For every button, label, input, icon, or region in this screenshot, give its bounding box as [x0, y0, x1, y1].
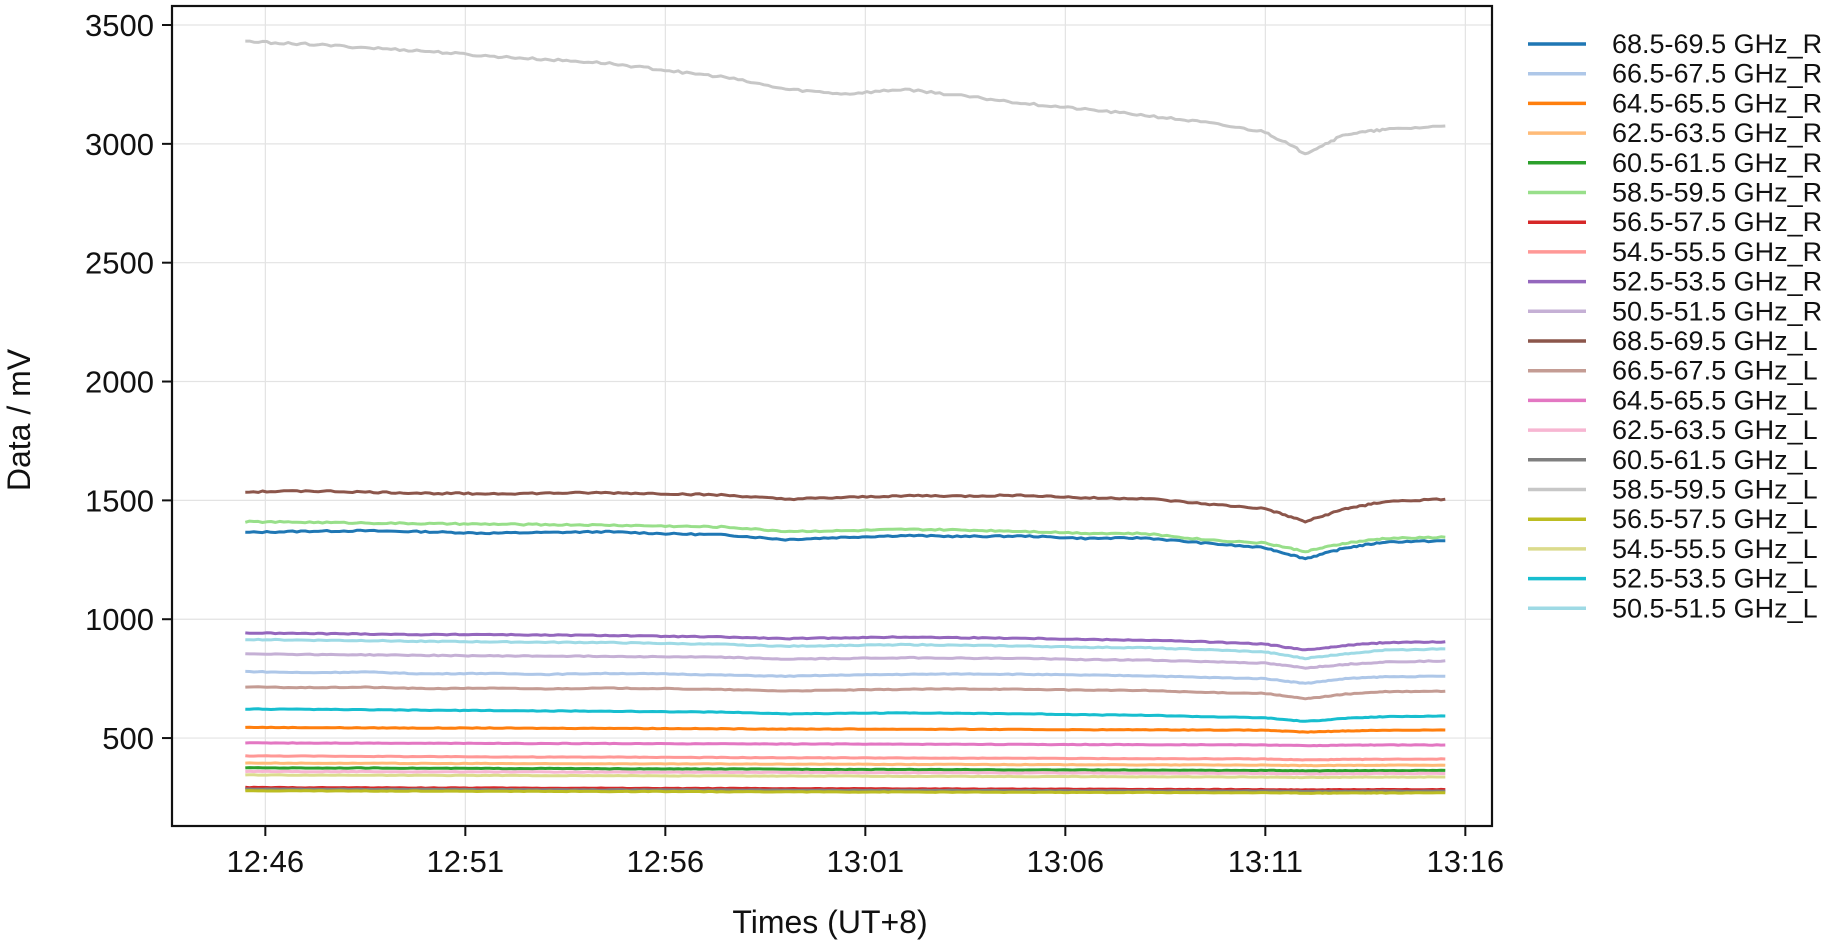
legend-label: 60.5-61.5 GHz_R — [1612, 148, 1822, 178]
y-tick-label: 1000 — [85, 602, 154, 637]
series-line — [245, 669, 1446, 685]
y-tick-label: 2500 — [85, 246, 154, 281]
legend-label: 62.5-63.5 GHz_L — [1612, 415, 1818, 445]
series-line — [245, 707, 1446, 723]
series-line — [245, 685, 1446, 701]
legend-label: 64.5-65.5 GHz_L — [1612, 385, 1818, 415]
series-line — [245, 528, 1446, 561]
series-line — [245, 39, 1446, 156]
series-line — [245, 741, 1446, 748]
series-line — [245, 773, 1446, 780]
series-lines — [244, 39, 1446, 795]
plot-frame — [170, 4, 1494, 828]
y-tick-label: 3500 — [85, 8, 154, 43]
y-axis-title: Data / mV — [1, 348, 37, 491]
legend-label: 50.5-51.5 GHz_L — [1612, 593, 1818, 623]
legend-label: 58.5-59.5 GHz_L — [1612, 475, 1818, 505]
series-line — [245, 785, 1446, 792]
x-tick-label: 13:01 — [827, 844, 905, 879]
legend-label: 64.5-65.5 GHz_R — [1612, 88, 1822, 118]
legend-label: 66.5-67.5 GHz_L — [1612, 356, 1818, 386]
legend-label: 66.5-67.5 GHz_R — [1612, 59, 1822, 89]
series-line — [245, 725, 1446, 734]
legend-label: 58.5-59.5 GHz_R — [1612, 178, 1822, 208]
series-line — [245, 789, 1446, 795]
legend-label: 52.5-53.5 GHz_R — [1612, 267, 1822, 297]
series-line — [245, 754, 1446, 762]
y-tick-label: 3000 — [85, 127, 154, 162]
legend-label: 54.5-55.5 GHz_L — [1612, 534, 1818, 564]
legend-label: 62.5-63.5 GHz_R — [1612, 118, 1822, 148]
series-line — [245, 652, 1446, 670]
legend-label: 50.5-51.5 GHz_R — [1612, 296, 1822, 326]
y-tick-label: 2000 — [85, 365, 154, 400]
series-line — [245, 489, 1446, 524]
series-line — [245, 631, 1446, 652]
legend: 68.5-69.5 GHz_R66.5-67.5 GHz_R64.5-65.5 … — [1528, 29, 1822, 623]
series-line — [245, 761, 1446, 768]
legend-label: 68.5-69.5 GHz_L — [1612, 326, 1818, 356]
grid — [172, 6, 1492, 826]
series-line — [245, 766, 1446, 773]
y-tick-label: 1500 — [85, 483, 154, 518]
legend-label: 56.5-57.5 GHz_L — [1612, 504, 1818, 534]
x-tick-label: 13:11 — [1228, 844, 1303, 879]
y-tick-label: 500 — [102, 721, 154, 756]
x-tick-label: 12:51 — [427, 844, 505, 879]
x-axis-title: Times (UT+8) — [732, 904, 927, 940]
legend-label: 56.5-57.5 GHz_R — [1612, 207, 1822, 237]
series-line — [245, 637, 1446, 661]
series-line — [245, 769, 1446, 776]
x-tick-label: 13:16 — [1427, 844, 1505, 879]
series-line — [244, 519, 1446, 554]
legend-label: 54.5-55.5 GHz_R — [1612, 237, 1822, 267]
y-axis: 500 1000 1500 2000 2500 3000 3500 — [85, 8, 172, 756]
legend-label: 52.5-53.5 GHz_L — [1612, 564, 1818, 594]
x-tick-label: 13:06 — [1027, 844, 1105, 879]
legend-label: 60.5-61.5 GHz_L — [1612, 445, 1818, 475]
x-tick-label: 12:46 — [227, 844, 305, 879]
legend-label: 68.5-69.5 GHz_R — [1612, 29, 1822, 59]
x-tick-label: 12:56 — [627, 844, 705, 879]
x-axis: 12:46 12:51 12:56 13:01 13:06 13:11 13:16 — [227, 826, 1505, 879]
